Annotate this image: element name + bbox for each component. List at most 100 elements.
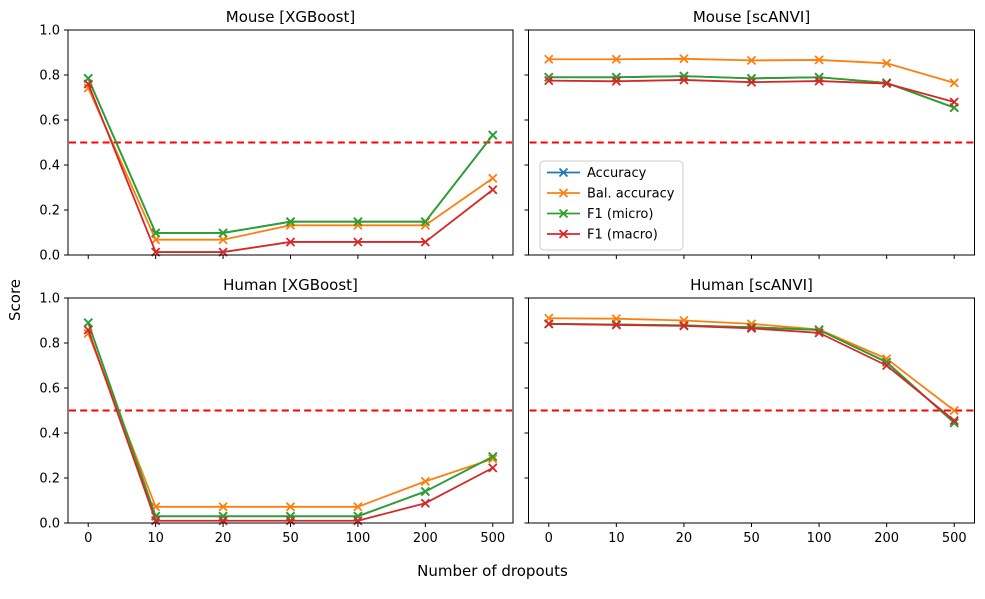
x-marker xyxy=(679,75,689,85)
x-marker xyxy=(83,318,93,328)
x-marker xyxy=(488,454,498,464)
x-marker xyxy=(558,167,569,178)
x-marker xyxy=(882,360,892,371)
x-tick-label: 200 xyxy=(874,531,899,546)
x-marker xyxy=(746,323,757,334)
x-marker xyxy=(353,237,363,247)
series-line-bal-accuracy xyxy=(87,332,494,508)
y-tick-label: 0.2 xyxy=(39,204,60,219)
x-tick-label: 20 xyxy=(215,531,232,546)
x-tick-label: 100 xyxy=(346,531,371,546)
x-marker xyxy=(746,77,757,87)
x-marker xyxy=(285,502,296,512)
x-marker xyxy=(949,97,959,107)
x-tick-label: 200 xyxy=(413,531,438,546)
series-line-accuracy xyxy=(87,78,494,234)
series-line-f1-macro xyxy=(87,329,494,522)
x-axis-label: Number of dropouts xyxy=(417,562,568,580)
x-marker xyxy=(151,228,161,238)
subplot-human-scanvi: 0 10 20 50 100 200 500 Human [scANVI] xyxy=(524,276,975,546)
y-tick-label: 0.0 xyxy=(39,517,60,532)
y-tick-label: 0.8 xyxy=(39,69,60,84)
series-line-bal-accuracy xyxy=(548,317,955,412)
series-markers-bal-accuracy xyxy=(544,54,959,88)
x-marker xyxy=(285,237,296,247)
x-marker xyxy=(218,235,228,245)
x-tick-label: 0 xyxy=(84,531,92,546)
x-marker xyxy=(814,76,824,86)
x-marker xyxy=(679,71,689,81)
legend-label: F1 (micro) xyxy=(587,207,653,222)
x-marker xyxy=(83,79,93,89)
x-marker xyxy=(353,220,363,230)
x-marker xyxy=(558,208,569,219)
subplot-title: Mouse [scANVI] xyxy=(693,8,810,26)
x-marker xyxy=(420,498,430,508)
series-line-f1-micro xyxy=(87,78,494,234)
series-markers-f1-macro xyxy=(544,319,959,426)
series-line-f1-macro xyxy=(87,83,494,253)
y-tick-label: 0.0 xyxy=(39,249,60,264)
x-marker xyxy=(949,78,959,88)
x-marker xyxy=(746,73,757,84)
y-tick-label: 1.0 xyxy=(39,24,60,39)
x-marker xyxy=(420,217,430,227)
x-marker xyxy=(420,476,430,487)
y-tick-label: 0.2 xyxy=(39,472,60,487)
series-markers-bal-accuracy xyxy=(83,83,498,245)
x-marker xyxy=(949,405,959,416)
x-marker xyxy=(611,76,621,86)
subplot-human-xgboost: 0.0 0.2 0.4 0.6 0.8 1.0 0 10 20 50 100 200 500 Human … xyxy=(39,276,514,546)
x-tick-label: 500 xyxy=(480,531,505,546)
x-marker xyxy=(353,502,363,512)
x-marker xyxy=(679,321,689,331)
x-marker xyxy=(814,328,824,338)
x-marker xyxy=(746,55,757,66)
x-marker xyxy=(544,75,554,86)
series-line-f1-micro xyxy=(548,322,955,424)
x-tick-label: 500 xyxy=(942,531,967,546)
x-marker xyxy=(488,463,498,473)
x-tick-label: 100 xyxy=(807,531,832,546)
legend-label: F1 (macro) xyxy=(587,228,658,243)
series-markers-f1-macro xyxy=(83,79,498,257)
x-marker xyxy=(488,451,498,462)
subplot-title: Mouse [XGBoost] xyxy=(226,8,355,26)
series-line-accuracy xyxy=(548,322,955,424)
subplot-title: Human [XGBoost] xyxy=(223,276,358,294)
y-tick-label: 0.6 xyxy=(39,382,60,397)
subplot-title: Human [scANVI] xyxy=(690,276,813,294)
x-marker xyxy=(544,319,554,329)
y-tick-label: 1.0 xyxy=(39,292,60,307)
x-marker xyxy=(488,185,498,195)
x-marker xyxy=(218,228,228,238)
x-marker xyxy=(353,217,363,227)
x-marker xyxy=(949,415,959,426)
legend-label: Bal. accuracy xyxy=(587,187,675,202)
x-tick-label: 20 xyxy=(676,531,693,546)
x-marker xyxy=(611,72,621,82)
x-marker xyxy=(420,220,430,230)
x-marker xyxy=(611,54,621,64)
legend-entry-f1-micro: F1 (micro) xyxy=(547,207,653,222)
legend-entry-accuracy: Accuracy xyxy=(547,166,647,181)
x-marker xyxy=(558,188,569,198)
legend-label: Accuracy xyxy=(587,166,647,181)
y-axis-label: Score xyxy=(6,278,24,322)
x-marker xyxy=(420,486,430,497)
x-marker xyxy=(285,217,296,227)
x-marker xyxy=(558,229,569,239)
x-tick-label: 50 xyxy=(282,531,299,546)
x-marker xyxy=(882,58,892,68)
x-marker xyxy=(611,320,621,330)
legend: Accuracy Bal. accuracy F1 (micro) F1 (macro… xyxy=(539,160,684,251)
x-marker xyxy=(949,418,959,428)
x-tick-label: 10 xyxy=(147,531,164,546)
y-tick-label: 0.6 xyxy=(39,114,60,129)
x-marker xyxy=(420,237,430,247)
y-tick-label: 0.4 xyxy=(39,159,60,174)
x-marker xyxy=(814,55,824,65)
legend-entry-f1-macro: F1 (macro) xyxy=(547,228,658,243)
x-marker xyxy=(83,325,93,335)
